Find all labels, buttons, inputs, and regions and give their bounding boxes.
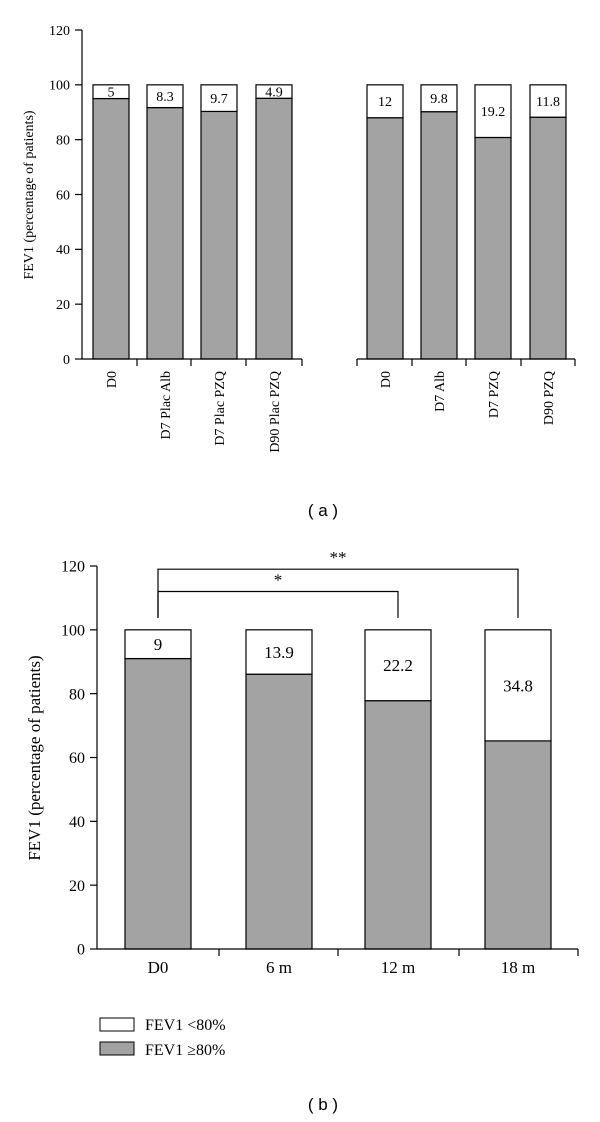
data-label: 8.3 <box>156 90 174 105</box>
data-label: 34.8 <box>503 676 533 695</box>
bar-segment-fev-lt80 <box>529 84 567 118</box>
x-tick-label: D0 <box>148 958 169 977</box>
y-tick-label: 60 <box>69 750 85 767</box>
legend: FEV1 <80% FEV1 ≥80% <box>99 1017 226 1059</box>
bar-segment-fev-lt80 <box>364 629 432 702</box>
data-label: 13.9 <box>264 643 294 662</box>
bar-segment-fev-ge80 <box>366 117 404 360</box>
y-axis-label: FEV1 (percentage of patients) <box>25 655 44 860</box>
y-tick-label: 0 <box>63 353 70 368</box>
x-tick-label: D7 Plac PZQ <box>213 371 228 446</box>
y-tick-label: 120 <box>61 559 85 576</box>
bar-segment-fev-ge80 <box>245 673 313 950</box>
panel-a-chart: 5 8.3 9.7 4.9 12 9.8 19.2 11.8 0 20 40 60 80 100 120 D0… <box>22 24 576 453</box>
bar-segment-fev-ge80 <box>200 110 238 360</box>
x-tick-label: 6 m <box>266 958 292 977</box>
bar-segment-fev-ge80 <box>124 657 192 950</box>
bar-segment-fev-ge80 <box>146 106 184 360</box>
y-tick-label: 120 <box>49 24 70 39</box>
x-tick-label: D7 PZQ <box>487 371 502 418</box>
panel-b-label: ( b ) <box>308 1095 338 1114</box>
x-tick-label: D90 Plac PZQ <box>268 371 283 453</box>
y-tick-label: 40 <box>69 814 85 831</box>
y-tick-label: 20 <box>56 298 70 313</box>
panel-b-chart: 9 13.9 22.2 34.8 0 20 40 60 80 100 120 D0 6 m 12 m 18 … <box>25 548 579 977</box>
significance-label: ** <box>330 548 347 567</box>
bar-segment-fev-lt80 <box>124 629 192 660</box>
data-label: 19.2 <box>481 105 506 120</box>
data-label: 9 <box>154 635 163 654</box>
data-label: 5 <box>108 86 115 101</box>
legend-swatch-fev-ge80 <box>99 1041 135 1056</box>
y-tick-label: 100 <box>49 79 70 94</box>
bar-segment-fev-lt80 <box>92 84 130 100</box>
x-tick-label: D0 <box>379 371 394 388</box>
x-tick-label: D7 Plac Alb <box>159 371 174 439</box>
bar-segment-fev-ge80 <box>92 97 130 360</box>
significance-bracket <box>157 590 399 618</box>
significance-label: * <box>274 571 283 590</box>
y-tick-label: 40 <box>56 243 70 258</box>
y-tick-label: 20 <box>69 878 85 895</box>
bar-segment-fev-ge80 <box>364 700 432 950</box>
data-label: 11.8 <box>536 95 560 110</box>
bar-segment-fev-lt80 <box>245 629 313 675</box>
bar-segment-fev-ge80 <box>474 136 512 360</box>
y-tick-label: 0 <box>77 942 85 959</box>
bar-segment-fev-lt80 <box>200 84 238 113</box>
bar-segment-fev-lt80 <box>255 84 293 99</box>
x-tick-label: D7 Alb <box>433 371 448 412</box>
bar-segment-fev-ge80 <box>420 111 458 360</box>
bar-segment-fev-lt80 <box>366 84 404 119</box>
bar-segment-fev-ge80 <box>255 97 293 360</box>
data-label: 4.9 <box>265 85 283 100</box>
bar-segment-fev-ge80 <box>484 740 552 950</box>
bar-segment-fev-lt80 <box>420 84 458 113</box>
x-tick-label: 18 m <box>501 958 535 977</box>
bar-segment-fev-lt80 <box>484 629 552 742</box>
x-tick-label: 12 m <box>381 958 415 977</box>
bar-segment-fev-lt80 <box>146 84 184 109</box>
y-tick-label: 100 <box>61 622 85 639</box>
bar-segment-fev-ge80 <box>529 116 567 360</box>
y-axis-label: FEV1 (percentage of patients) <box>22 110 37 279</box>
legend-label-fev-lt80: FEV1 <80% <box>145 1017 226 1034</box>
bar-segment-fev-lt80 <box>474 84 512 139</box>
legend-label-fev-ge80: FEV1 ≥80% <box>145 1042 225 1059</box>
legend-swatch-fev-lt80 <box>99 1017 135 1032</box>
panel-a-label: ( a ) <box>308 501 338 520</box>
data-label: 9.7 <box>210 92 228 107</box>
x-tick-label: D90 PZQ <box>542 371 557 425</box>
data-label: 9.8 <box>430 92 448 107</box>
y-tick-label: 80 <box>69 686 85 703</box>
x-tick-label: D0 <box>105 371 120 388</box>
significance-bracket <box>157 568 519 618</box>
data-label: 22.2 <box>383 656 413 675</box>
data-label: 12 <box>378 95 392 110</box>
y-tick-label: 80 <box>56 134 70 149</box>
y-tick-label: 60 <box>56 188 70 203</box>
